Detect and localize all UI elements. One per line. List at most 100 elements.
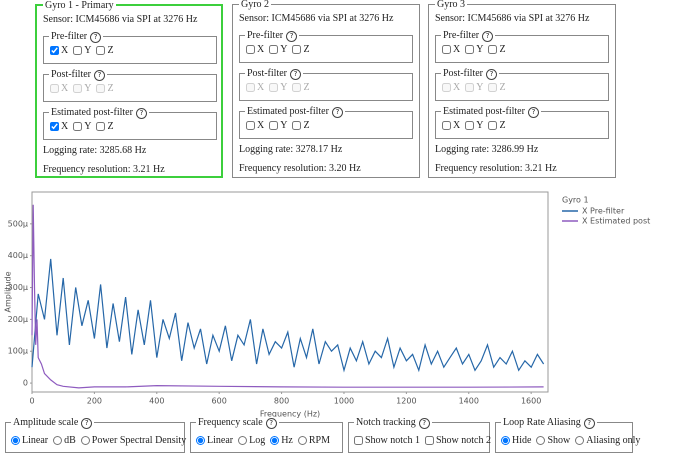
radio[interactable] (53, 436, 63, 445)
filter-name: Estimated post-filter (443, 106, 525, 117)
option: X (246, 120, 264, 131)
option: X (442, 82, 460, 93)
help-icon[interactable]: ? (527, 107, 539, 118)
filter-title: Post-filter? (441, 68, 499, 80)
checkbox[interactable] (96, 122, 106, 131)
help-icon[interactable]: ? (135, 108, 147, 119)
option-label: Y (476, 44, 484, 55)
gyro-panel: Gyro 3 Sensor: ICM45686 via SPI at 3276 H… (428, 0, 616, 178)
filter-title: Post-filter? (245, 68, 303, 80)
filter-name: Estimated post-filter (51, 107, 133, 118)
option: Y (269, 120, 287, 131)
checkbox[interactable] (465, 121, 475, 130)
checkbox[interactable] (73, 46, 83, 55)
option: X (50, 45, 68, 56)
option-label: Z (107, 45, 114, 56)
help-icon[interactable]: ? (290, 69, 301, 80)
control-name: Frequency scale (198, 417, 263, 428)
help-icon[interactable]: ? (486, 69, 497, 80)
help-icon[interactable]: ? (90, 32, 102, 43)
radio[interactable] (196, 436, 205, 445)
gyro-panel: Gyro 2 Sensor: ICM45686 via SPI at 3276 H… (232, 0, 420, 178)
option-label: Y (280, 120, 288, 131)
x-axis-title: Frequency (Hz) (260, 410, 320, 419)
panel-title: Gyro 1 - Primary (43, 0, 116, 11)
radio[interactable] (80, 436, 90, 445)
checkbox[interactable] (269, 45, 279, 54)
option: Z (96, 83, 114, 94)
help-icon[interactable]: ? (81, 418, 93, 429)
checkbox[interactable] (292, 121, 302, 130)
help-icon[interactable]: ? (265, 418, 277, 429)
checkbox (246, 83, 255, 92)
sensor-text: Sensor: ICM45686 via SPI at 3276 Hz (43, 14, 198, 25)
series-line (31, 258, 545, 373)
option-label: Y (84, 45, 92, 56)
filter-options: X Y Z (50, 45, 119, 56)
radio[interactable] (297, 436, 307, 445)
radio[interactable] (270, 436, 280, 445)
option: Show notch 2 (425, 435, 491, 446)
option-label: Aliasing only (586, 435, 641, 446)
option-label: Z (499, 82, 506, 93)
sensor-text: Sensor: ICM45686 via SPI at 3276 Hz (239, 13, 394, 24)
frequency-resolution: Frequency resolution: 3.21 Hz (43, 164, 165, 175)
plot-frame (31, 191, 549, 393)
option-label: X (61, 45, 69, 56)
checkbox[interactable] (96, 46, 106, 55)
x-tick-label: 1600 (521, 397, 541, 406)
option: dB (53, 435, 76, 446)
checkbox (442, 83, 451, 92)
control-name: Amplitude scale (13, 417, 79, 428)
option: Y (269, 44, 287, 55)
help-icon[interactable]: ? (482, 31, 494, 42)
checkbox[interactable] (442, 45, 451, 54)
radio[interactable] (501, 436, 510, 445)
x-tick-label: 400 (149, 397, 164, 406)
option-label: Hide (512, 435, 532, 446)
option: Z (96, 45, 114, 56)
control-options: Hide Show Aliasing only (501, 435, 645, 446)
option-label: Y (84, 83, 92, 94)
help-icon[interactable]: ? (94, 70, 105, 81)
checkbox[interactable] (269, 121, 279, 130)
option: Linear (196, 435, 233, 446)
checkbox[interactable] (442, 121, 451, 130)
help-icon[interactable]: ? (418, 418, 430, 429)
option-label: Z (107, 83, 114, 94)
control-title: Notch tracking? (354, 417, 432, 429)
checkbox[interactable] (488, 45, 498, 54)
radio[interactable] (238, 436, 248, 445)
option: X (246, 82, 264, 93)
checkbox[interactable] (425, 436, 434, 445)
checkbox[interactable] (488, 121, 498, 130)
logging-rate: Logging rate: 3278.17 Hz (239, 144, 343, 155)
help-icon[interactable]: ? (286, 31, 298, 42)
option: Y (73, 45, 91, 56)
y-tick-label: 500µ (8, 219, 28, 228)
checkbox[interactable] (292, 45, 302, 54)
frequency-resolution: Frequency resolution: 3.21 Hz (435, 163, 557, 174)
checkbox[interactable] (73, 122, 83, 131)
radio[interactable] (575, 436, 585, 445)
checkbox[interactable] (465, 45, 475, 54)
checkbox[interactable] (50, 46, 59, 55)
option-label: Z (499, 44, 506, 55)
x-tick-label: 0 (29, 397, 34, 406)
help-icon[interactable]: ? (331, 107, 343, 118)
checkbox[interactable] (246, 121, 255, 130)
radio[interactable] (536, 436, 546, 445)
option-label: Show (547, 435, 571, 446)
filter-group: Pre-filter? X Y Z (435, 30, 609, 63)
help-icon[interactable]: ? (583, 418, 595, 429)
checkbox (73, 84, 83, 93)
checkbox[interactable] (354, 436, 363, 445)
option-label: Y (280, 82, 288, 93)
filter-name: Post-filter (51, 69, 91, 80)
control-title: Loop Rate Aliasing? (501, 417, 597, 429)
filter-name: Estimated post-filter (247, 106, 329, 117)
radio[interactable] (11, 436, 20, 445)
checkbox[interactable] (246, 45, 255, 54)
x-tick-label: 1000 (334, 397, 354, 406)
checkbox[interactable] (50, 122, 59, 131)
